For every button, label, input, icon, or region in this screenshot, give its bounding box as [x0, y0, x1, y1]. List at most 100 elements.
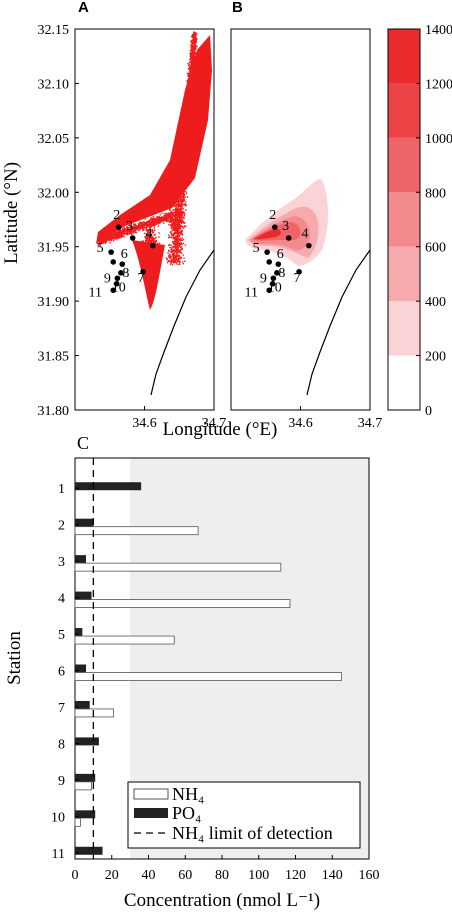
station-label: 3 [282, 219, 289, 234]
station-label: 8 [122, 266, 129, 281]
nh4-bar [74, 708, 114, 718]
scatter-core [96, 35, 212, 244]
po4-bar [75, 810, 96, 819]
station-marker [266, 259, 273, 265]
panel-a-coastline [150, 249, 215, 396]
colorbar-tick-label: 1000 [425, 132, 452, 147]
panel-a-x-axis: 34.6 34.7 [132, 406, 226, 431]
station-marker [113, 280, 120, 287]
panel-a-scatter [96, 31, 212, 310]
plume-contour-1000 [254, 229, 281, 240]
colorbar-tick-label: 1200 [425, 77, 452, 92]
panel-c-letter: C [77, 433, 89, 453]
po4-bar [75, 628, 83, 637]
y-tick-label: 31.85 [38, 350, 70, 365]
station-marker [266, 287, 273, 294]
station-marker [108, 249, 114, 255]
panel-c-y-axis: 1 2 3 4 5 6 7 8 9 10 11 [51, 482, 79, 862]
station-label: 7 [138, 271, 145, 286]
station-marker [115, 224, 122, 230]
legend-label-lod: NH₄ limit of detection [172, 823, 333, 843]
station-label: 2 [269, 208, 276, 223]
station-label: 9 [104, 271, 111, 286]
station-tick-label: 11 [52, 847, 65, 862]
panel-a-letter: A [78, 0, 89, 16]
x-tick-label: 100 [248, 868, 269, 883]
colorbar-tick-label: 200 [425, 350, 446, 365]
scatter-lower-lobe [132, 240, 165, 310]
po4-bar [75, 555, 87, 564]
po4-bar [75, 664, 87, 673]
x-tick-label: 0 [72, 868, 79, 883]
colorbar-band [388, 137, 420, 193]
panel-a-y-axis: 31.80 31.85 31.90 31.95 32.00 32.05 32.10 32.15 [38, 23, 79, 419]
station-marker [118, 270, 124, 276]
station-marker [306, 242, 312, 249]
station-marker [285, 235, 292, 241]
station-tick-label: 8 [58, 737, 65, 752]
x-tick-label: 20 [105, 868, 119, 883]
panel-c-bars [74, 482, 342, 855]
station-label: 9 [260, 271, 267, 286]
colorbar-frame [387, 28, 421, 411]
station-tick-label: 10 [51, 810, 65, 825]
panel-c-legend: NH₄ PO₄ NH₄ limit of detection [127, 781, 361, 849]
station-marker [140, 268, 146, 275]
x-tick-label: 34.6 [132, 416, 157, 431]
station-tick-label: 7 [58, 701, 65, 716]
x-tick-label: 160 [359, 868, 380, 883]
station-marker [275, 261, 282, 267]
station-label: 8 [278, 266, 285, 281]
colorbar-tick-label: 1400 [425, 23, 452, 38]
y-tick-label: 31.90 [38, 295, 70, 310]
station-label: 6 [121, 247, 128, 262]
colorbar-tick-label: 400 [425, 295, 446, 310]
po4-bar [75, 591, 92, 600]
map-xlabel: Longitude (°E) [163, 419, 278, 440]
station-tick-label: 6 [58, 665, 65, 680]
station-marker [150, 242, 156, 249]
colorbar-ticks: 0 200 400 600 800 1000 1200 1400 [416, 23, 452, 419]
y-tick-label: 32.10 [38, 77, 70, 92]
colorbar: 0 200 400 600 800 1000 1200 1400 [387, 23, 452, 419]
panel-c: C 1 2 3 4 5 6 7 8 9 10 11 0 20 40 60 80 100 120 140 160 St… [4, 433, 380, 911]
nh4-bar [74, 635, 175, 645]
y-tick-label: 32.00 [38, 186, 70, 201]
station-label: 4 [145, 227, 152, 242]
station-marker [270, 275, 277, 282]
station-label: 3 [126, 219, 133, 234]
nh4-bar [74, 817, 81, 827]
x-tick-label: 120 [285, 868, 306, 883]
po4-bar [75, 700, 90, 709]
station-marker [296, 268, 302, 275]
nh4-bar [74, 781, 92, 791]
station-label: 4 [301, 227, 308, 242]
po4-bar [75, 846, 103, 855]
station-marker [110, 259, 117, 265]
nh4-bar [74, 672, 342, 681]
x-tick-label: 140 [322, 868, 343, 883]
x-tick-label: 80 [215, 868, 229, 883]
nh4-bar [74, 526, 199, 536]
station-tick-label: 5 [58, 628, 65, 643]
y-tick-label: 31.95 [38, 241, 70, 256]
station-marker [114, 275, 121, 282]
po4-bar [75, 518, 94, 527]
station-marker [264, 249, 270, 255]
station-tick-label: 9 [58, 774, 65, 789]
station-tick-label: 1 [58, 482, 65, 497]
colorbar-band [388, 246, 420, 302]
legend-label-nh4: NH₄ [172, 784, 204, 804]
panel-b-x-axis: 34.6 34.7 [288, 406, 382, 431]
station-tick-label: 4 [58, 592, 65, 607]
po4-bar [75, 773, 96, 782]
station-label: 6 [277, 247, 284, 262]
legend-swatch-nh4 [133, 788, 169, 800]
po4-bar [75, 482, 142, 491]
y-tick-label: 32.05 [38, 132, 70, 147]
station-marker [269, 280, 276, 287]
colorbar-tick-label: 600 [425, 241, 446, 256]
